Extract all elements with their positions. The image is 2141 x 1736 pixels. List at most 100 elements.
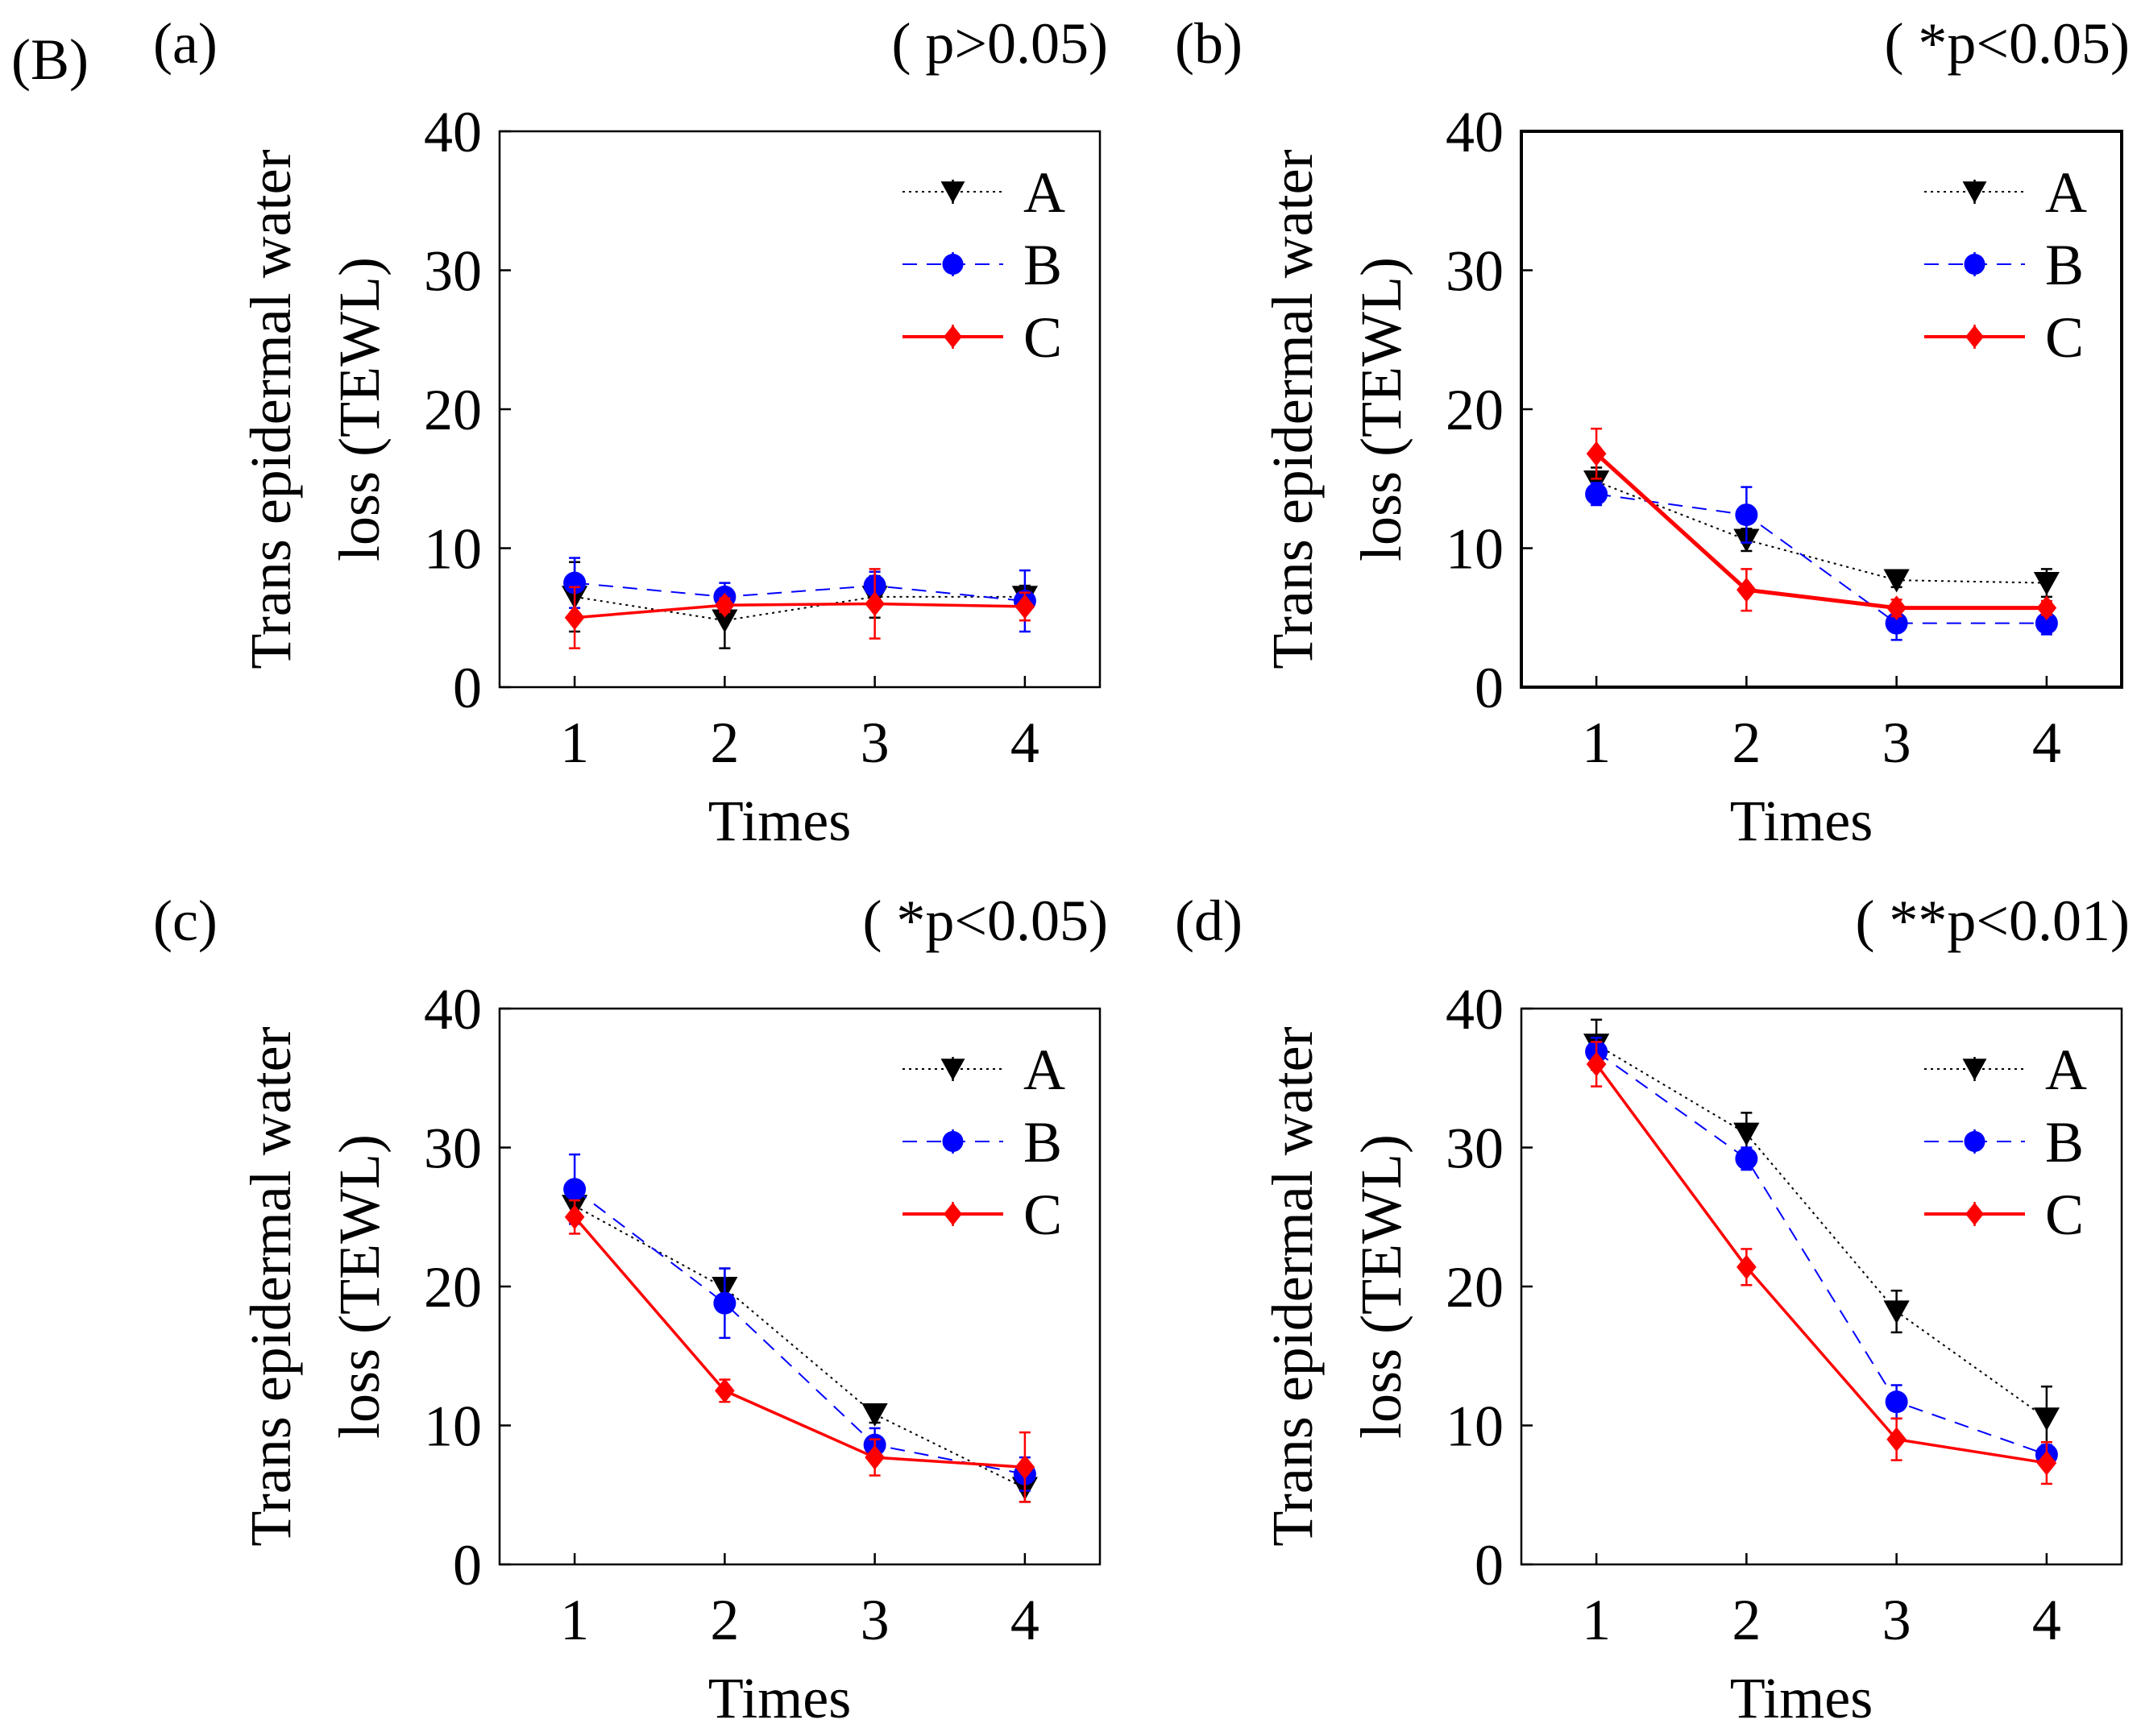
x-tick-label: 1 xyxy=(1582,1588,1611,1652)
data-point xyxy=(563,571,587,595)
data-point xyxy=(2033,571,2060,595)
legend: ABC xyxy=(902,1038,1065,1247)
legend-label: C xyxy=(1023,305,1062,370)
series-A xyxy=(1583,466,2060,599)
series-line xyxy=(1595,1043,2048,1419)
significance-annotation: ( *p<0.05) xyxy=(862,889,1108,953)
y-tick-label: 10 xyxy=(1446,1394,1504,1459)
data-point xyxy=(2033,1407,2060,1431)
y-tick-label: 0 xyxy=(453,656,482,720)
x-tick-label: 3 xyxy=(1882,711,1911,775)
series-line xyxy=(1595,480,2047,584)
x-tick-label: 1 xyxy=(1582,711,1611,775)
legend-marker xyxy=(1962,181,1987,204)
y-axis-title-line: loss (TEWL) xyxy=(327,257,392,561)
series-C xyxy=(564,568,1035,649)
data-point xyxy=(1014,594,1035,619)
x-tick-label: 2 xyxy=(710,711,739,775)
data-point xyxy=(2036,595,2057,621)
legend-label: B xyxy=(1023,233,1062,297)
panel-label: (b) xyxy=(1175,11,1243,76)
legend-label: A xyxy=(1023,160,1065,225)
data-point xyxy=(715,592,735,618)
data-point xyxy=(1735,1147,1758,1170)
series-C xyxy=(564,1199,1035,1503)
data-point xyxy=(564,1204,585,1230)
data-point xyxy=(1585,483,1608,506)
panel-label: (d) xyxy=(1175,889,1243,953)
legend-label: A xyxy=(1023,1038,1065,1102)
data-point xyxy=(1885,611,1908,635)
data-point xyxy=(713,1291,736,1315)
legend-label: C xyxy=(2045,1183,2084,1247)
data-point xyxy=(861,1403,888,1427)
significance-annotation: ( **p<0.01) xyxy=(1855,889,2130,953)
data-point xyxy=(563,1178,587,1201)
figure-label: (B) xyxy=(11,27,89,92)
y-tick-label: 10 xyxy=(1446,517,1504,582)
legend-label: C xyxy=(1023,1183,1062,1247)
x-tick-label: 3 xyxy=(861,711,890,775)
legend-label: B xyxy=(1023,1110,1062,1175)
y-axis-title-line: Trans epidermal water xyxy=(239,1026,303,1546)
plot-frame xyxy=(1520,1007,2123,1566)
significance-annotation: ( *p<0.05) xyxy=(1884,11,2130,76)
legend-label: C xyxy=(2045,305,2084,370)
legend: ABC xyxy=(1924,1038,2087,1247)
y-tick-label: 40 xyxy=(1446,100,1504,164)
significance-annotation: ( p>0.05) xyxy=(891,11,1108,76)
series-line xyxy=(573,1216,1025,1469)
x-tick-label: 4 xyxy=(1010,1588,1039,1652)
panel-d: 0 10 20 30 40 1 2 3 4 Times Trans epidermal water l… xyxy=(1175,889,2130,1730)
y-tick-label: 0 xyxy=(1475,656,1504,720)
data-point xyxy=(1736,1254,1757,1280)
legend-marker xyxy=(1964,254,1985,275)
legend: ABC xyxy=(1924,160,2087,370)
legend-marker xyxy=(1965,1202,1984,1226)
data-point xyxy=(2036,1450,2057,1476)
data-point xyxy=(1736,577,1757,603)
series-line xyxy=(1595,493,2047,624)
x-axis-title: Times xyxy=(708,789,851,853)
x-tick-label: 2 xyxy=(1732,1588,1761,1652)
data-point xyxy=(1886,595,1907,621)
series-A xyxy=(1583,1018,2060,1452)
x-axis-title: Times xyxy=(1730,1666,1873,1730)
legend-label: A xyxy=(2045,160,2087,225)
y-axis-title-line: loss (TEWL) xyxy=(1349,257,1413,561)
data-point xyxy=(712,609,738,633)
x-tick-label: 4 xyxy=(2032,711,2061,775)
legend-marker xyxy=(940,1059,965,1081)
y-tick-label: 40 xyxy=(424,100,482,164)
data-point xyxy=(1886,1427,1907,1452)
data-point xyxy=(564,605,585,631)
y-axis-title-line: loss (TEWL) xyxy=(327,1134,392,1439)
y-tick-label: 30 xyxy=(424,1117,482,1181)
series-line xyxy=(1595,452,2047,611)
y-tick-label: 30 xyxy=(1446,239,1504,304)
y-axis-title-line: Trans epidermal water xyxy=(239,149,303,669)
legend-marker xyxy=(1964,1131,1985,1152)
data-point xyxy=(2035,611,2058,635)
panel-c: 0 10 20 30 40 1 2 3 4 Times Trans epidermal water l… xyxy=(153,889,1108,1730)
data-point xyxy=(1883,1300,1910,1324)
y-tick-label: 10 xyxy=(424,517,482,582)
data-point xyxy=(1586,441,1607,466)
data-point xyxy=(865,1444,885,1470)
data-point xyxy=(1014,1454,1035,1480)
series-B xyxy=(563,1153,1036,1492)
y-tick-label: 20 xyxy=(424,378,482,442)
x-tick-label: 4 xyxy=(1010,711,1039,775)
series-C xyxy=(1586,1041,2057,1485)
y-axis-title-line: Trans epidermal water xyxy=(1260,149,1325,669)
x-axis-title: Times xyxy=(708,1666,851,1730)
data-point xyxy=(865,591,885,616)
series-line xyxy=(574,1205,1026,1489)
x-tick-label: 2 xyxy=(1732,711,1761,775)
x-axis-title: Times xyxy=(1730,789,1873,853)
legend-label: B xyxy=(2045,1110,2084,1175)
data-point xyxy=(715,1378,735,1403)
data-point xyxy=(1883,569,1910,593)
